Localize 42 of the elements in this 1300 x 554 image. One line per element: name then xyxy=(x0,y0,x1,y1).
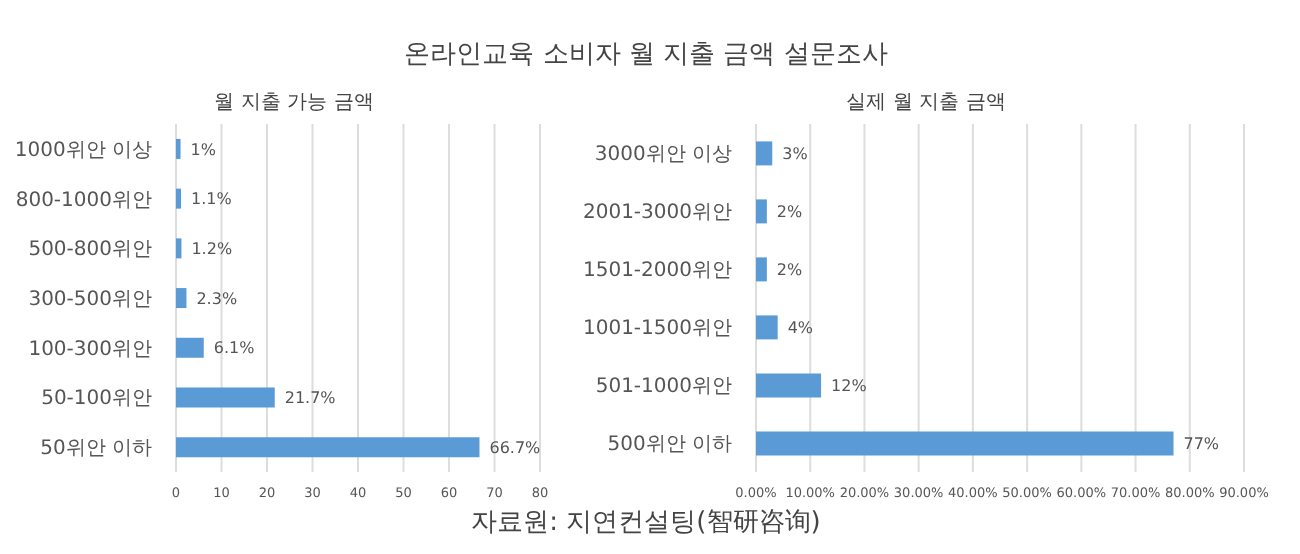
chart-title: 월 지출 가능 금액 xyxy=(212,90,376,116)
bar xyxy=(756,431,1174,456)
bar xyxy=(756,199,767,224)
data-label: 2% xyxy=(776,203,804,222)
y-tick-label: 300-500위안 xyxy=(28,289,152,311)
bar xyxy=(176,437,480,458)
data-label: 6.1% xyxy=(213,339,256,358)
text: 온라인교육 소비자 월 지출 금액 설문조사 xyxy=(402,38,890,72)
y-tick-label: 500위안 이하 xyxy=(607,434,732,456)
data-label: 2% xyxy=(776,261,804,280)
bar xyxy=(176,337,204,358)
bar xyxy=(176,387,275,408)
y-tick-label: 3000위안 이상 xyxy=(594,144,732,166)
y-tick-label: 1001-1500위안 xyxy=(582,318,732,340)
y-tick-label: 100-300위안 xyxy=(28,338,152,361)
data-label: 1.2% xyxy=(191,240,233,259)
data-label: 77% xyxy=(1183,435,1220,454)
bar xyxy=(756,257,767,282)
data-label: 66.7% xyxy=(489,438,542,457)
text: 자료원: 지연컨설팅(智研咨询) xyxy=(469,506,823,540)
bar xyxy=(176,288,187,309)
data-label: 21.7% xyxy=(284,389,337,408)
bar xyxy=(756,373,822,398)
bar xyxy=(176,188,182,209)
data-label: 2.3% xyxy=(196,289,238,308)
y-tick-label: 1000위안 이상 xyxy=(14,139,152,162)
data-label: 4% xyxy=(787,319,814,338)
y-tick-label: 501-1000위안 xyxy=(595,376,732,398)
y-tick-label: 1501-2000위안 xyxy=(582,260,732,282)
y-tick-label: 800-1000위안 xyxy=(15,189,152,212)
y-tick-label: 50-100위안 xyxy=(41,388,152,411)
data-label: 1.1% xyxy=(191,190,233,209)
y-tick-label: 50위안 이하 xyxy=(40,438,152,461)
data-label: 1% xyxy=(190,140,217,159)
y-tick-label: 2001-3000위안 xyxy=(582,202,732,224)
data-label: 3% xyxy=(782,145,809,164)
data-label: 12% xyxy=(831,377,868,396)
y-tick-label: 500-800위안 xyxy=(28,239,152,262)
bar xyxy=(176,238,182,259)
chart-title: 실제 월 지출 금액 xyxy=(844,90,1008,116)
bar xyxy=(756,141,773,166)
bar xyxy=(756,315,778,340)
